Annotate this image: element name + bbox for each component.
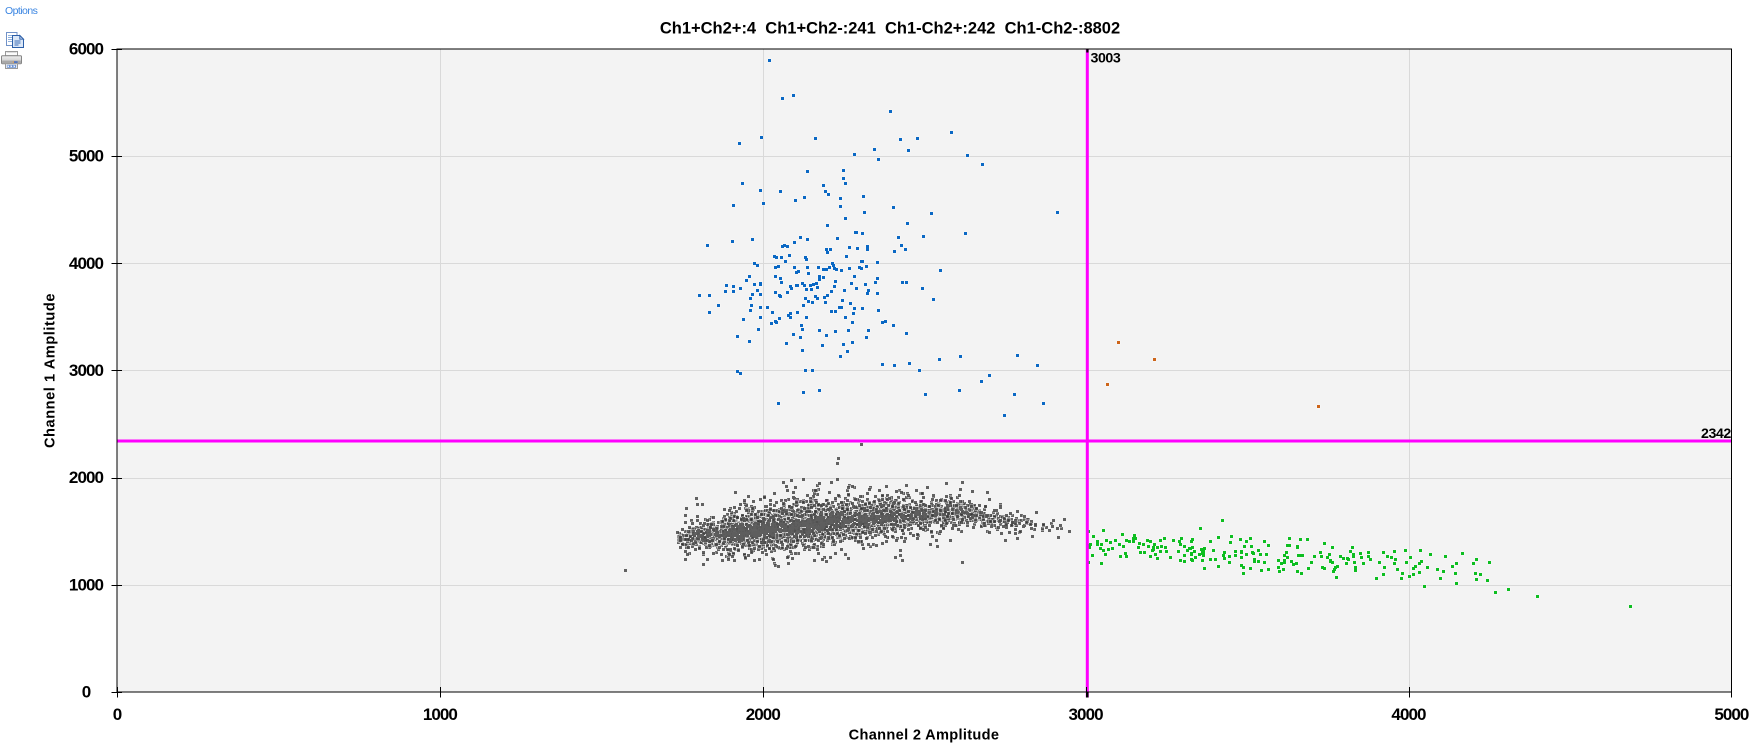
svg-text:2000: 2000 bbox=[746, 705, 781, 724]
svg-text:Ch1+Ch2+:4 Ch1+Ch2-:241 Ch1-: Ch1+Ch2+:4 Ch1+Ch2-:241 Ch1-Ch2+:242 Ch1… bbox=[660, 20, 1120, 38]
svg-text:2000: 2000 bbox=[69, 468, 104, 487]
svg-text:1000: 1000 bbox=[423, 705, 458, 724]
svg-text:Channel 1 Amplitude: Channel 1 Amplitude bbox=[43, 293, 59, 448]
svg-text:2342: 2342 bbox=[1701, 426, 1731, 442]
svg-text:4000: 4000 bbox=[1391, 705, 1426, 724]
svg-text:3003: 3003 bbox=[1091, 51, 1121, 67]
svg-text:0: 0 bbox=[82, 683, 91, 702]
svg-text:6000: 6000 bbox=[69, 40, 104, 59]
svg-text:1000: 1000 bbox=[69, 575, 104, 594]
svg-text:5000: 5000 bbox=[69, 147, 104, 166]
svg-text:3000: 3000 bbox=[1069, 705, 1104, 724]
svg-text:0: 0 bbox=[113, 705, 122, 724]
svg-text:5000: 5000 bbox=[1714, 705, 1749, 724]
svg-text:Channel 2 Amplitude: Channel 2 Amplitude bbox=[849, 728, 1000, 744]
svg-text:4000: 4000 bbox=[69, 254, 104, 273]
svg-text:3000: 3000 bbox=[69, 361, 104, 380]
